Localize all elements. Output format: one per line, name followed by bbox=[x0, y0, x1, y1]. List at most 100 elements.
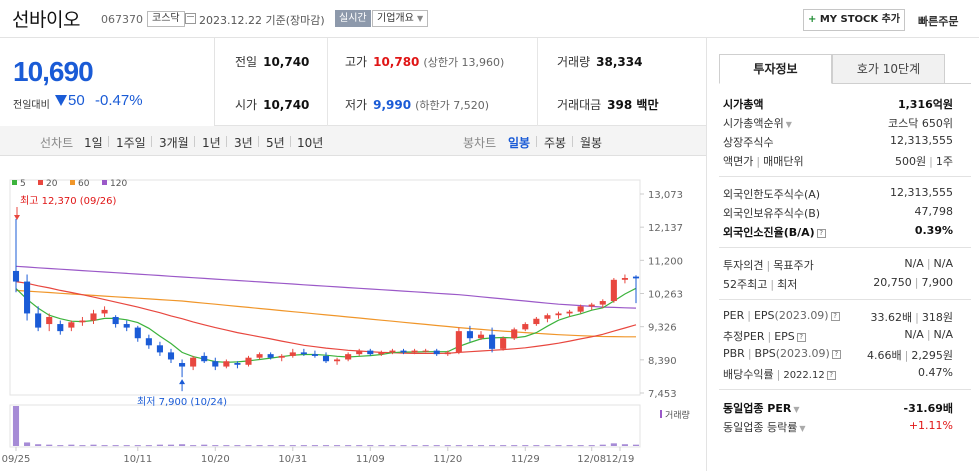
volume-bar bbox=[234, 445, 241, 447]
volume-bar bbox=[24, 442, 31, 446]
live-button[interactable]: 실시간 bbox=[335, 10, 371, 27]
candle-daily[interactable]: 일봉 bbox=[508, 136, 531, 150]
divider bbox=[719, 299, 971, 300]
volume-bar bbox=[621, 444, 628, 446]
low-annotation: 최저 7,900 (10/24) bbox=[137, 396, 227, 408]
prev-close-label: 전일 bbox=[235, 55, 258, 69]
volume-plot-frame bbox=[9, 404, 641, 448]
candle-weekly[interactable]: 주봉 bbox=[544, 136, 567, 150]
volume-bar bbox=[555, 445, 562, 447]
bps-label: BPS bbox=[754, 347, 776, 360]
x-tick-label: 10/31 bbox=[278, 454, 307, 465]
candle-chart-label: 봉차트 bbox=[463, 136, 497, 150]
volume-bar bbox=[201, 444, 208, 446]
y-tick-label: 7,453 bbox=[648, 389, 677, 400]
unit-value: 1주 bbox=[935, 155, 953, 168]
volume-bar bbox=[566, 445, 573, 447]
est-per-value: N/A bbox=[904, 328, 924, 341]
chevron-down-icon[interactable]: ▼ bbox=[793, 405, 800, 414]
add-mystock-button[interactable]: + MY STOCK 추가 bbox=[803, 9, 905, 31]
period-3y[interactable]: 3년 bbox=[234, 136, 253, 150]
volume: 거래량 38,334 bbox=[557, 53, 642, 70]
foreign-limit-value: 12,313,555 bbox=[890, 186, 953, 199]
help-icon[interactable]: ? bbox=[816, 228, 826, 238]
candle-body bbox=[389, 350, 396, 353]
volume-bar bbox=[400, 445, 407, 447]
candle-monthly[interactable]: 월봉 bbox=[580, 136, 603, 150]
help-icon[interactable]: ? bbox=[826, 370, 836, 380]
dividend-period: 2022.12 bbox=[783, 370, 825, 381]
industry-rate-value: +1.11% bbox=[908, 419, 953, 432]
y-tick-label: 9,326 bbox=[648, 323, 677, 334]
help-icon[interactable]: ? bbox=[830, 311, 840, 321]
candle-body bbox=[477, 334, 485, 339]
candle-body bbox=[544, 315, 551, 319]
candle-body bbox=[278, 355, 285, 358]
candle-body bbox=[500, 338, 507, 349]
candle-body bbox=[300, 352, 307, 355]
volume-bar bbox=[123, 445, 130, 447]
candle-body bbox=[112, 316, 119, 325]
period-1w[interactable]: 1주일 bbox=[116, 136, 146, 150]
candle-body bbox=[256, 354, 263, 358]
candle-body bbox=[179, 363, 186, 367]
tab-order-book[interactable]: 호가 10단계 bbox=[832, 54, 945, 84]
candle-body bbox=[489, 334, 496, 349]
candle-body bbox=[433, 350, 440, 355]
period-5y[interactable]: 5년 bbox=[266, 136, 285, 150]
help-icon[interactable]: ? bbox=[831, 349, 841, 359]
volume-bar bbox=[245, 445, 252, 447]
w52-low-label: 최저 bbox=[777, 278, 798, 291]
chevron-down-icon[interactable]: ▼ bbox=[785, 120, 792, 129]
chevron-down-icon[interactable]: ▼ bbox=[799, 424, 806, 433]
period-10y[interactable]: 10년 bbox=[297, 136, 324, 150]
ma5-line bbox=[15, 287, 637, 363]
w52-row: 52주최고 | 최저 20,750 | 7,900 bbox=[723, 276, 953, 291]
help-icon[interactable]: ? bbox=[796, 332, 806, 342]
legend-label-5: 5 bbox=[20, 179, 26, 189]
est-eps-value: N/A bbox=[933, 328, 953, 341]
chart-svg: 5 20 60 120 13,073 12,137 11,200 10,263 9,326 8,3… bbox=[2, 179, 690, 465]
volume-bar bbox=[134, 445, 141, 447]
x-tick-label: 12/08 bbox=[577, 454, 606, 465]
period-1y[interactable]: 1년 bbox=[202, 136, 221, 150]
volume-bar bbox=[577, 445, 584, 447]
candle-body bbox=[245, 357, 252, 365]
candle-body bbox=[621, 278, 628, 280]
company-overview-dropdown[interactable]: 기업개요 ▼ bbox=[372, 10, 429, 27]
period-1d[interactable]: 1일 bbox=[84, 136, 103, 150]
shares-label: 상장주식수 bbox=[723, 136, 774, 149]
par-row: 액면가 | 매매단위 500원 | 1주 bbox=[723, 155, 953, 168]
candle-body bbox=[167, 352, 175, 360]
period-3m[interactable]: 3개월 bbox=[159, 136, 189, 150]
quick-order-button[interactable]: 빠른주문 bbox=[918, 15, 959, 28]
header: 선바이오 067370 코스닥 2023.12.22 기준(장마감) 실시간 기… bbox=[0, 0, 979, 38]
candle-body bbox=[444, 352, 451, 355]
volume-bar bbox=[79, 445, 86, 447]
tab-investment-info[interactable]: 투자정보 bbox=[719, 54, 832, 84]
divider bbox=[572, 136, 573, 147]
open-value: 10,740 bbox=[263, 98, 310, 112]
volume-bar bbox=[190, 445, 197, 447]
volume-label: 거래량 bbox=[557, 55, 591, 69]
volume-bar bbox=[500, 445, 507, 447]
candle-body bbox=[46, 316, 53, 325]
candle-body bbox=[345, 354, 352, 360]
candle-body bbox=[190, 357, 197, 367]
shares-row: 상장주식수 12,313,555 bbox=[723, 134, 953, 150]
candle-body bbox=[201, 355, 208, 362]
price-chart[interactable]: 5 20 60 120 13,073 12,137 11,200 10,263 9,326 8,3… bbox=[0, 156, 706, 471]
add-mystock-label: MY STOCK 추가 bbox=[819, 14, 901, 25]
volume-bar bbox=[289, 445, 296, 447]
divider bbox=[327, 38, 328, 126]
candle-body bbox=[356, 350, 363, 355]
legend-label-120: 120 bbox=[110, 179, 127, 189]
divider bbox=[719, 389, 971, 390]
volume-bar bbox=[489, 445, 496, 447]
divider bbox=[226, 136, 227, 147]
volume-value: 38,334 bbox=[596, 55, 643, 69]
dividend-label: 배당수익률 bbox=[723, 368, 774, 381]
candle-body bbox=[522, 324, 529, 330]
current-price: 10,690 bbox=[13, 56, 94, 87]
candle-body bbox=[411, 350, 418, 353]
